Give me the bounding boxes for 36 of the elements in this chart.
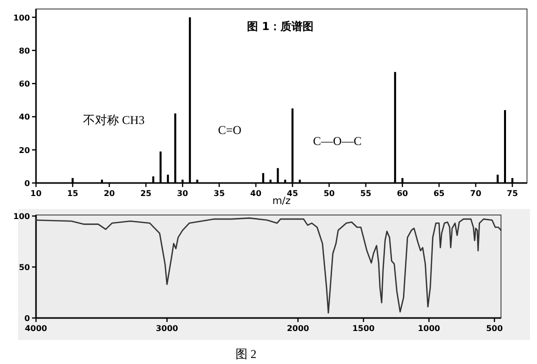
x-tick-label: 65 bbox=[433, 189, 446, 198]
x-tick-label: 35 bbox=[214, 189, 226, 198]
y-tick-label: 60 bbox=[18, 80, 30, 89]
x-tick-label: 500 bbox=[486, 324, 504, 333]
text: 图 1：质谱图 bbox=[247, 20, 314, 33]
x-tick-label: 30 bbox=[176, 189, 189, 198]
y-tick-label: 40 bbox=[18, 112, 30, 122]
annotation: C=O bbox=[218, 123, 242, 137]
x-tick-label: 3000 bbox=[156, 324, 179, 333]
x-tick-label: 10 bbox=[30, 189, 42, 198]
x-tick-label: 50 bbox=[324, 189, 336, 198]
line-series bbox=[35, 217, 502, 314]
x-tick-label: 55 bbox=[360, 189, 372, 198]
x-tick-label: 4000 bbox=[24, 324, 48, 333]
y-tick-label: 50 bbox=[18, 263, 30, 272]
x-axis-title: m/z bbox=[272, 196, 291, 207]
y-tick-label: 20 bbox=[18, 146, 30, 155]
x-tick-label: 40 bbox=[250, 189, 262, 198]
x-tick-label: 75 bbox=[506, 189, 518, 198]
y-tick-label: 100 bbox=[13, 212, 30, 222]
x-tick-label: 60 bbox=[396, 189, 408, 198]
x-tick-label: 2000 bbox=[286, 324, 310, 333]
y-tick-label: 0 bbox=[24, 314, 30, 323]
x-tick-label: 1500 bbox=[352, 324, 376, 333]
x-tick-label: 25 bbox=[140, 189, 152, 198]
y-tick-label: 100 bbox=[13, 13, 30, 22]
x-tick-label: 1000 bbox=[418, 324, 441, 333]
x-tick-label: 15 bbox=[67, 189, 79, 198]
x-tick-label: 70 bbox=[470, 189, 482, 198]
y-tick-label: 80 bbox=[18, 46, 30, 56]
annotation: C—O—C bbox=[313, 134, 362, 148]
y-tick-label: 0 bbox=[24, 179, 30, 188]
x-tick-label: 45 bbox=[286, 189, 298, 198]
caption: 图 2 bbox=[236, 347, 256, 361]
x-tick-label: 20 bbox=[104, 189, 116, 198]
annotation: 不对称 CH3 bbox=[83, 113, 145, 127]
